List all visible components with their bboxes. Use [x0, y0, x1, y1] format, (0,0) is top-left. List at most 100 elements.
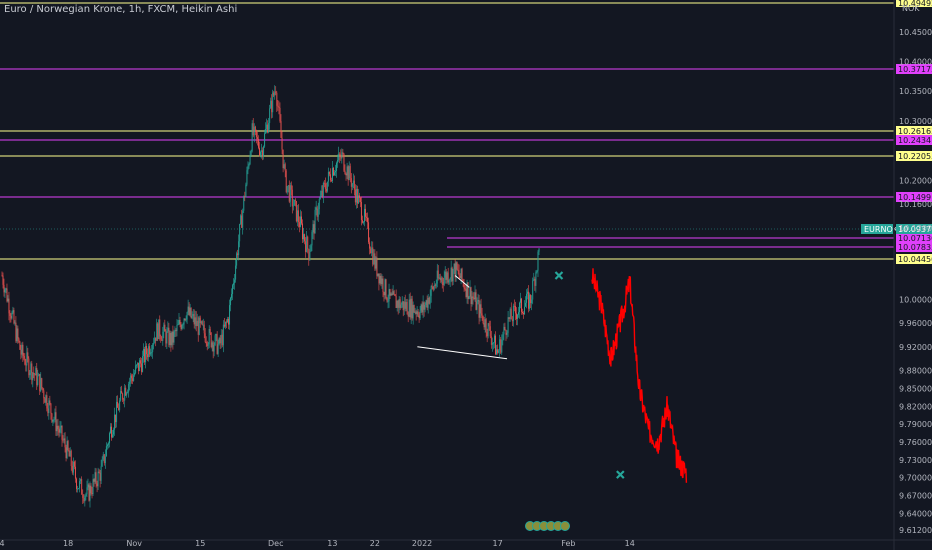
level-tag [896, 242, 932, 252]
candle-body [382, 278, 384, 293]
candle-body [155, 337, 157, 341]
candle-body [68, 450, 70, 457]
current-price-tag [896, 224, 932, 234]
candle-body [525, 302, 527, 307]
candle-body [448, 280, 450, 283]
candle-body [77, 488, 78, 490]
candle-body [376, 257, 378, 276]
candle-body [364, 208, 366, 217]
level-tag [896, 192, 932, 202]
candle-body [314, 209, 316, 234]
candle-body [467, 282, 469, 299]
candle-body [60, 425, 62, 428]
candle-body [243, 196, 245, 211]
candle-body [277, 105, 279, 107]
candle-body [127, 391, 129, 393]
candle-body [469, 287, 471, 297]
candle-body [401, 301, 403, 305]
x-tick-label: 13 [327, 539, 337, 548]
candle-body [505, 329, 507, 335]
candle-body [51, 413, 53, 422]
candle-body [174, 330, 176, 332]
candle-body [355, 188, 357, 203]
candle-body [301, 216, 302, 224]
candle-body [349, 166, 351, 179]
candle-body [230, 297, 232, 306]
candle-body [103, 454, 105, 464]
candle-body [402, 301, 404, 311]
candle-body [321, 190, 323, 197]
candle-body [30, 363, 32, 373]
candle-body [214, 335, 216, 346]
candle-body [350, 178, 352, 187]
candle-body [10, 315, 12, 319]
candle-body [154, 337, 156, 343]
candle-body [182, 324, 184, 326]
candle-body [377, 273, 379, 276]
candle-body [488, 323, 490, 327]
candle-body [163, 324, 165, 332]
candle-body [285, 170, 287, 193]
candle-body [297, 210, 299, 223]
candle-body [262, 150, 264, 157]
candle-body [490, 336, 492, 345]
candle-body [142, 356, 144, 372]
candle-body [5, 288, 7, 290]
candle-body [492, 342, 494, 344]
candle-body [450, 267, 452, 279]
candle-body [360, 202, 362, 221]
candle-body [111, 426, 113, 438]
candle-body [1, 275, 3, 277]
candle-body [291, 189, 293, 207]
candle-body [159, 319, 161, 337]
candle-body [186, 312, 188, 320]
candle-body [373, 253, 375, 265]
candle-body [366, 216, 367, 218]
y-tick-label: 9.92000 [899, 343, 932, 352]
candle-body [199, 317, 201, 324]
candle-body [463, 282, 465, 289]
candle-body [83, 497, 85, 502]
candle-body [292, 205, 294, 207]
candle-body [187, 306, 189, 313]
candle-body [383, 292, 385, 296]
currency-label: NOK [902, 4, 920, 13]
candle-body [219, 338, 221, 344]
candle-body [260, 151, 262, 155]
candle-body [28, 358, 30, 376]
candle-body [414, 311, 416, 313]
candle-body [66, 441, 68, 459]
candle-body [3, 284, 5, 293]
symbol-tag [861, 224, 893, 234]
candle-body [436, 270, 438, 284]
candle-body [6, 288, 8, 302]
candle-body [392, 291, 394, 295]
candle-body [334, 172, 335, 176]
candle-body [106, 444, 108, 447]
candle-body [431, 286, 433, 287]
candle-body [325, 189, 327, 192]
candle-body [139, 360, 141, 372]
y-tick-label: 9.73000 [899, 456, 932, 465]
candle-body [371, 247, 373, 254]
candle-body [56, 425, 58, 432]
candle-body [308, 249, 310, 260]
candle-body [368, 222, 370, 243]
candle-body [347, 166, 349, 181]
candle-body [299, 216, 301, 227]
candle-body [459, 276, 461, 279]
candle-body [337, 160, 339, 163]
candle-body [498, 350, 500, 353]
y-tick-label: 10.30000 [899, 117, 932, 126]
candle-body [145, 346, 147, 363]
candle-body [421, 304, 423, 313]
candle-body [342, 152, 344, 154]
candle-body [296, 210, 298, 222]
candle-body [185, 319, 187, 321]
candle-body [485, 319, 487, 333]
candle-body [209, 329, 211, 333]
candle-body [175, 330, 177, 332]
candle-body [445, 271, 447, 280]
candle-body [8, 298, 10, 314]
